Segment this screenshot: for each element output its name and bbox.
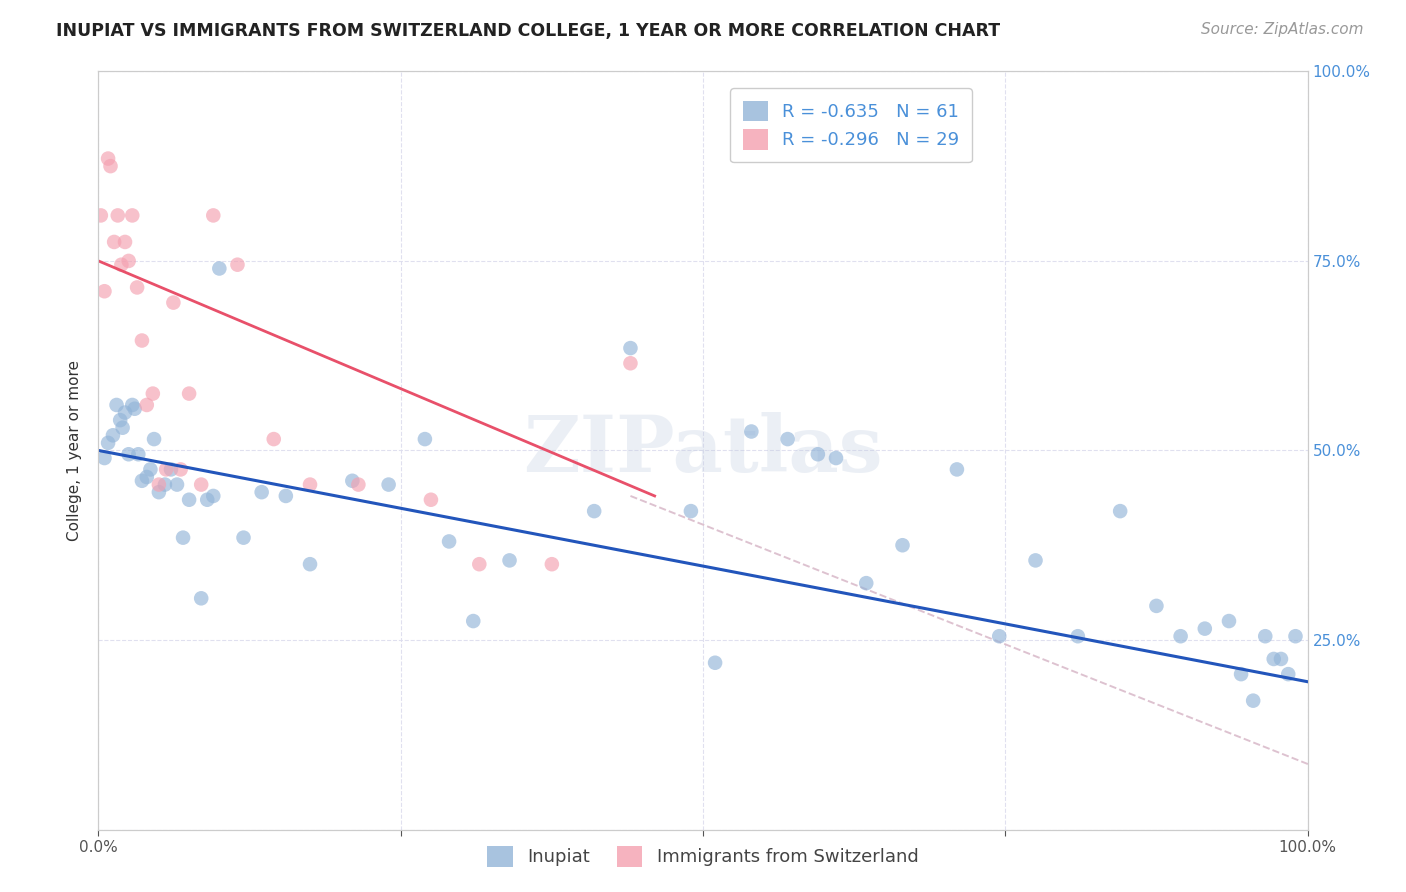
Point [807,447,830,461]
Point [250,485,273,500]
Point [172,531,194,545]
Point [342,474,364,488]
Point [988,629,1011,643]
Point [1254,629,1277,643]
Point [143,432,166,446]
Point [377,477,399,491]
Text: ZIPatlas: ZIPatlas [523,412,883,489]
Point [142,386,165,401]
Point [179,386,201,401]
Point [274,489,297,503]
Point [202,489,225,503]
Point [114,405,136,420]
Point [160,462,183,476]
Point [825,451,848,466]
Point [1277,667,1299,681]
Point [1270,652,1292,666]
Point [498,553,520,567]
Point [420,492,443,507]
Point [540,557,562,572]
Point [226,258,249,272]
Point [463,614,485,628]
Point [105,398,128,412]
Point [121,398,143,412]
Point [299,477,322,491]
Point [1263,652,1285,666]
Point [1218,614,1240,628]
Point [679,504,702,518]
Y-axis label: College, 1 year or more: College, 1 year or more [67,360,83,541]
Point [1284,629,1306,643]
Point [855,576,877,591]
Point [131,334,153,348]
Point [1109,504,1132,518]
Point [118,253,141,268]
Point [135,398,157,412]
Point [107,209,129,223]
Point [740,425,762,439]
Point [190,591,212,606]
Point [946,462,969,476]
Legend: Inupiat, Immigrants from Switzerland: Inupiat, Immigrants from Switzerland [481,838,925,874]
Point [776,432,799,446]
Point [108,413,131,427]
Point [619,341,641,355]
Point [155,462,177,476]
Point [232,531,254,545]
Point [101,428,124,442]
Point [162,295,184,310]
Point [153,477,176,491]
Point [135,470,157,484]
Point [103,235,125,249]
Point [583,504,606,518]
Point [468,557,491,572]
Point [1241,694,1264,708]
Point [202,209,225,223]
Point [190,477,212,491]
Point [413,432,436,446]
Point [93,285,115,299]
Point [704,656,727,670]
Point [127,447,149,461]
Point [195,492,218,507]
Point [90,209,112,223]
Point [169,462,191,476]
Point [1024,553,1046,567]
Point [97,152,120,166]
Point [114,235,136,249]
Point [118,447,141,461]
Point [121,209,143,223]
Point [97,436,120,450]
Point [139,462,162,476]
Point [347,477,370,491]
Point [131,474,153,488]
Point [148,485,170,500]
Point [111,421,134,435]
Point [1067,629,1090,643]
Point [1194,622,1216,636]
Point [1170,629,1192,643]
Point [124,401,146,416]
Point [100,159,122,173]
Point [437,534,460,549]
Point [891,538,914,552]
Text: Source: ZipAtlas.com: Source: ZipAtlas.com [1201,22,1364,37]
Point [110,258,132,272]
Point [619,356,641,370]
Point [148,477,170,491]
Point [1146,599,1168,613]
Point [166,477,188,491]
Point [1230,667,1253,681]
Text: INUPIAT VS IMMIGRANTS FROM SWITZERLAND COLLEGE, 1 YEAR OR MORE CORRELATION CHART: INUPIAT VS IMMIGRANTS FROM SWITZERLAND C… [56,22,1000,40]
Point [299,557,322,572]
Point [208,261,231,276]
Point [263,432,285,446]
Legend: R = -0.635   N = 61, R = -0.296   N = 29: R = -0.635 N = 61, R = -0.296 N = 29 [730,88,972,162]
Point [127,280,149,294]
Point [93,451,115,466]
Point [179,492,201,507]
